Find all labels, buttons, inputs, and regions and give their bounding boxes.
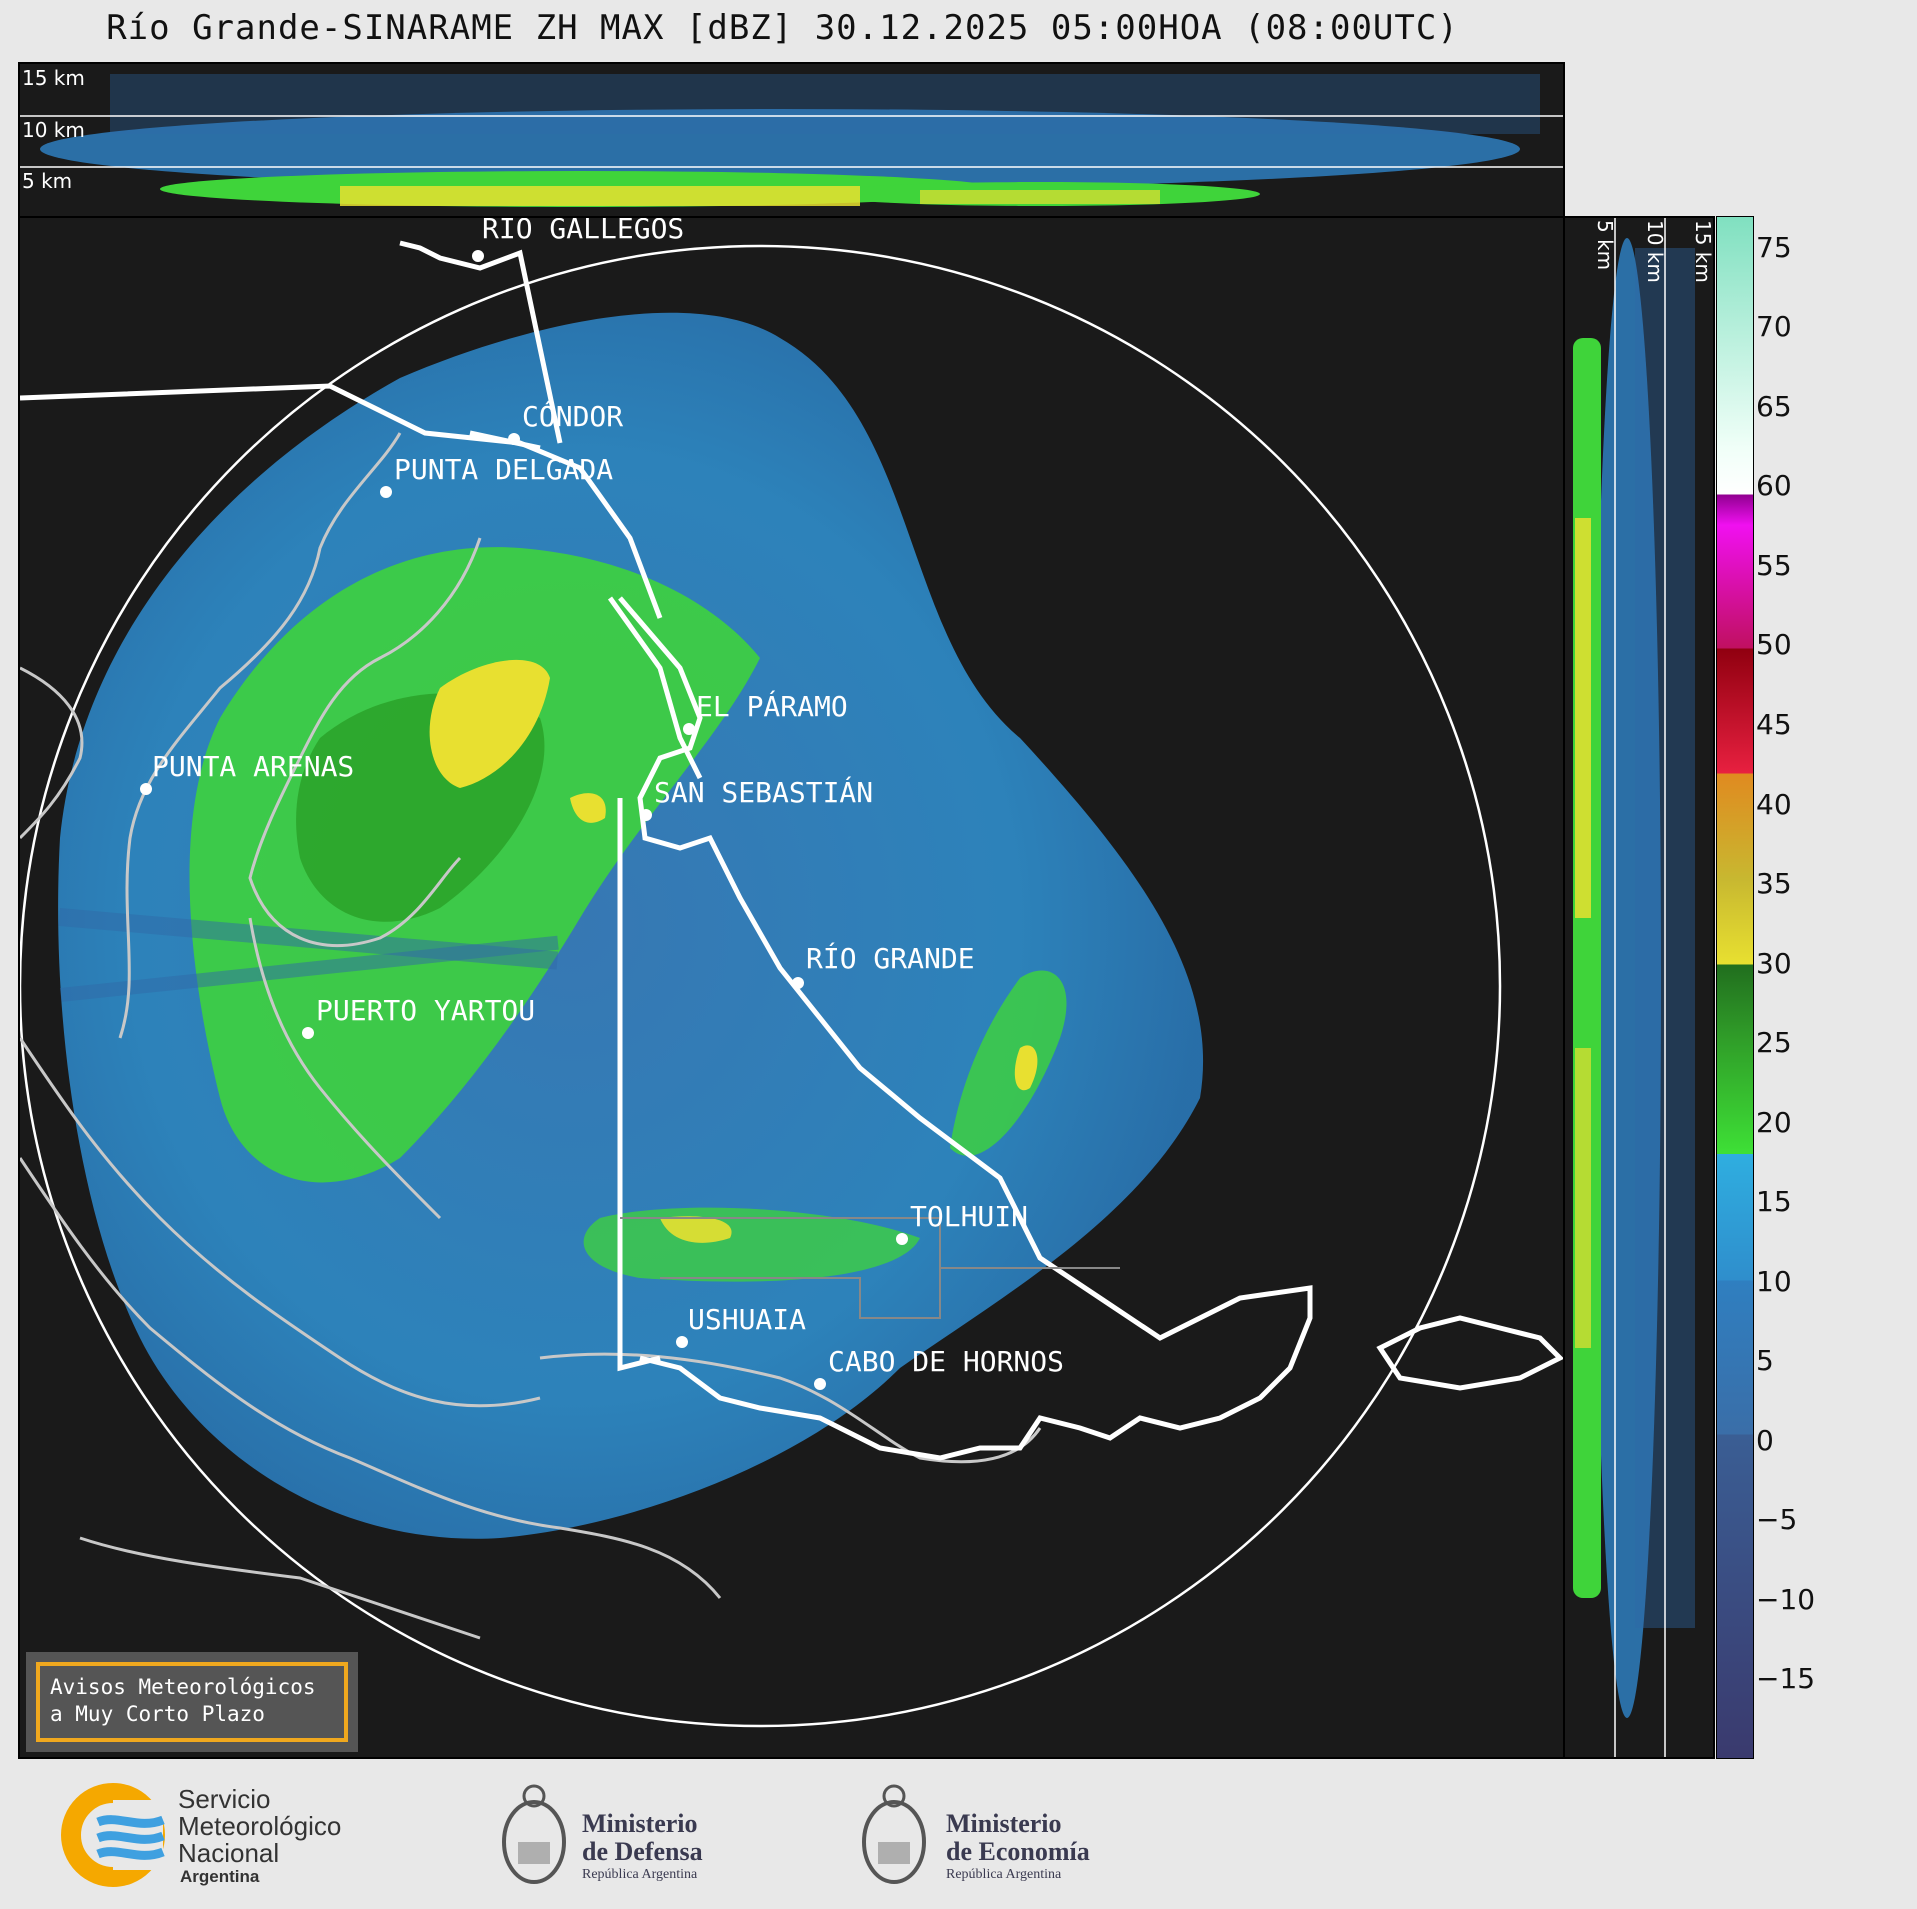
svg-text:Nacional: Nacional bbox=[178, 1838, 279, 1868]
echo-yellow bbox=[429, 659, 550, 788]
colorbar-tick: 15 bbox=[1756, 1185, 1792, 1219]
svg-text:República Argentina: República Argentina bbox=[946, 1867, 1062, 1882]
svg-text:Meteorológico: Meteorológico bbox=[178, 1811, 341, 1841]
colorbar-tick: 25 bbox=[1756, 1026, 1792, 1060]
echo-east-band bbox=[950, 970, 1067, 1156]
ministerio-defensa-logo[interactable]: Ministerio de Defensa República Argentin… bbox=[494, 1772, 754, 1902]
city-cabo-de-hornos[interactable]: CABO DE HORNOS bbox=[814, 1345, 1064, 1390]
colorbar-tick: 55 bbox=[1756, 548, 1792, 582]
svg-text:de Economía: de Economía bbox=[946, 1837, 1090, 1866]
svg-text:PUNTA ARENAS: PUNTA ARENAS bbox=[152, 750, 354, 783]
city-rio-gallegos[interactable]: RÍO GALLEGOS bbox=[472, 218, 684, 262]
colorbar-ticks: 75 70 65 60 55 50 45 40 35 30 25 20 15 10 5 0 −5 −10 −15 bbox=[1756, 216, 1886, 1759]
city-ushuaia[interactable]: USHUAIA bbox=[676, 1303, 806, 1348]
svg-text:TOLHUIN: TOLHUIN bbox=[910, 1200, 1028, 1233]
avisos-line-1: Avisos Meteorológicos bbox=[50, 1675, 316, 1699]
colorbar-tick: 45 bbox=[1756, 708, 1792, 742]
top-height-profile: 15 km 10 km 5 km bbox=[18, 62, 1565, 218]
svg-text:RÍO GRANDE: RÍO GRANDE bbox=[806, 941, 975, 975]
svg-text:de Defensa: de Defensa bbox=[582, 1837, 703, 1866]
city-punta-delgada[interactable]: PUNTA DELGADA bbox=[380, 453, 613, 498]
city-tolhuin[interactable]: TOLHUIN bbox=[896, 1200, 1028, 1245]
colorbar-tick: 35 bbox=[1756, 867, 1792, 901]
smn-logo[interactable]: Servicio Meteorológico Nacional Argentin… bbox=[58, 1780, 398, 1890]
colorbar-tick: 70 bbox=[1756, 310, 1792, 344]
svg-text:Ministerio: Ministerio bbox=[582, 1809, 698, 1838]
city-san-sebastian[interactable]: SAN SEBASTIÁN bbox=[640, 775, 873, 821]
height-label-15: 15 km bbox=[22, 66, 85, 90]
svg-text:Ministerio: Ministerio bbox=[946, 1809, 1062, 1838]
city-punta-arenas[interactable]: PUNTA ARENAS bbox=[140, 750, 354, 795]
range-ring bbox=[20, 244, 1502, 1728]
city-condor[interactable]: CÓNDOR bbox=[508, 399, 623, 445]
colorbar-tick: 10 bbox=[1756, 1264, 1792, 1298]
svg-text:Servicio: Servicio bbox=[178, 1784, 270, 1814]
ministerio-economia-logo[interactable]: Ministerio de Economía República Argenti… bbox=[854, 1772, 1134, 1902]
colorbar-tick: 40 bbox=[1756, 787, 1792, 821]
colorbar-tick: 30 bbox=[1756, 946, 1792, 980]
colorbar-tick: 5 bbox=[1756, 1344, 1774, 1378]
colorbar-tick: 0 bbox=[1756, 1423, 1774, 1457]
svg-text:RÍO GALLEGOS: RÍO GALLEGOS bbox=[482, 218, 684, 245]
side-height-label-5: 5 km bbox=[1593, 220, 1617, 271]
height-label-10: 10 km bbox=[22, 118, 85, 142]
side-height-label-10: 10 km bbox=[1643, 220, 1667, 283]
city-el-paramo[interactable]: EL PÁRAMO bbox=[683, 689, 848, 735]
avisos-button[interactable]: Avisos Meteorológicos a Muy Corto Plazo bbox=[26, 1652, 358, 1752]
svg-text:SAN SEBASTIÁN: SAN SEBASTIÁN bbox=[654, 775, 873, 809]
side-height-profile: 5 km 10 km 15 km bbox=[1563, 216, 1715, 1759]
svg-text:República Argentina: República Argentina bbox=[582, 1867, 698, 1882]
map-title: Río Grande-SINARAME ZH MAX [dBZ] 30.12.2… bbox=[106, 8, 1459, 48]
svg-text:Argentina: Argentina bbox=[180, 1867, 260, 1886]
colorbar-tick: −15 bbox=[1756, 1662, 1816, 1696]
colorbar-tick: −5 bbox=[1756, 1503, 1798, 1537]
colorbar-tick: 65 bbox=[1756, 389, 1792, 423]
svg-text:CABO DE HORNOS: CABO DE HORNOS bbox=[828, 1345, 1064, 1378]
height-label-5: 5 km bbox=[22, 169, 73, 193]
svg-text:PUERTO YARTOU: PUERTO YARTOU bbox=[316, 994, 535, 1027]
city-markers: RÍO GALLEGOS CÓNDOR PUNTA DELGADA PUNTA … bbox=[140, 218, 1064, 1390]
colorbar-tick: −10 bbox=[1756, 1582, 1816, 1616]
colorbar-tick: 50 bbox=[1756, 628, 1792, 662]
city-puerto-yartou[interactable]: PUERTO YARTOU bbox=[302, 994, 535, 1039]
side-height-label-15: 15 km bbox=[1691, 220, 1715, 283]
radar-map[interactable]: RÍO GALLEGOS CÓNDOR PUNTA DELGADA PUNTA … bbox=[18, 216, 1565, 1759]
svg-text:EL PÁRAMO: EL PÁRAMO bbox=[696, 689, 848, 723]
colorbar-tick: 20 bbox=[1756, 1105, 1792, 1139]
city-rio-grande[interactable]: RÍO GRANDE bbox=[792, 941, 975, 989]
svg-text:USHUAIA: USHUAIA bbox=[688, 1303, 806, 1336]
colorbar-tick: 60 bbox=[1756, 469, 1792, 503]
avisos-line-2: a Muy Corto Plazo bbox=[50, 1702, 265, 1726]
dbz-colorbar bbox=[1716, 216, 1754, 1759]
svg-text:PUNTA DELGADA: PUNTA DELGADA bbox=[394, 453, 613, 486]
colorbar-tick: 75 bbox=[1756, 230, 1792, 264]
svg-text:CÓNDOR: CÓNDOR bbox=[522, 399, 623, 433]
